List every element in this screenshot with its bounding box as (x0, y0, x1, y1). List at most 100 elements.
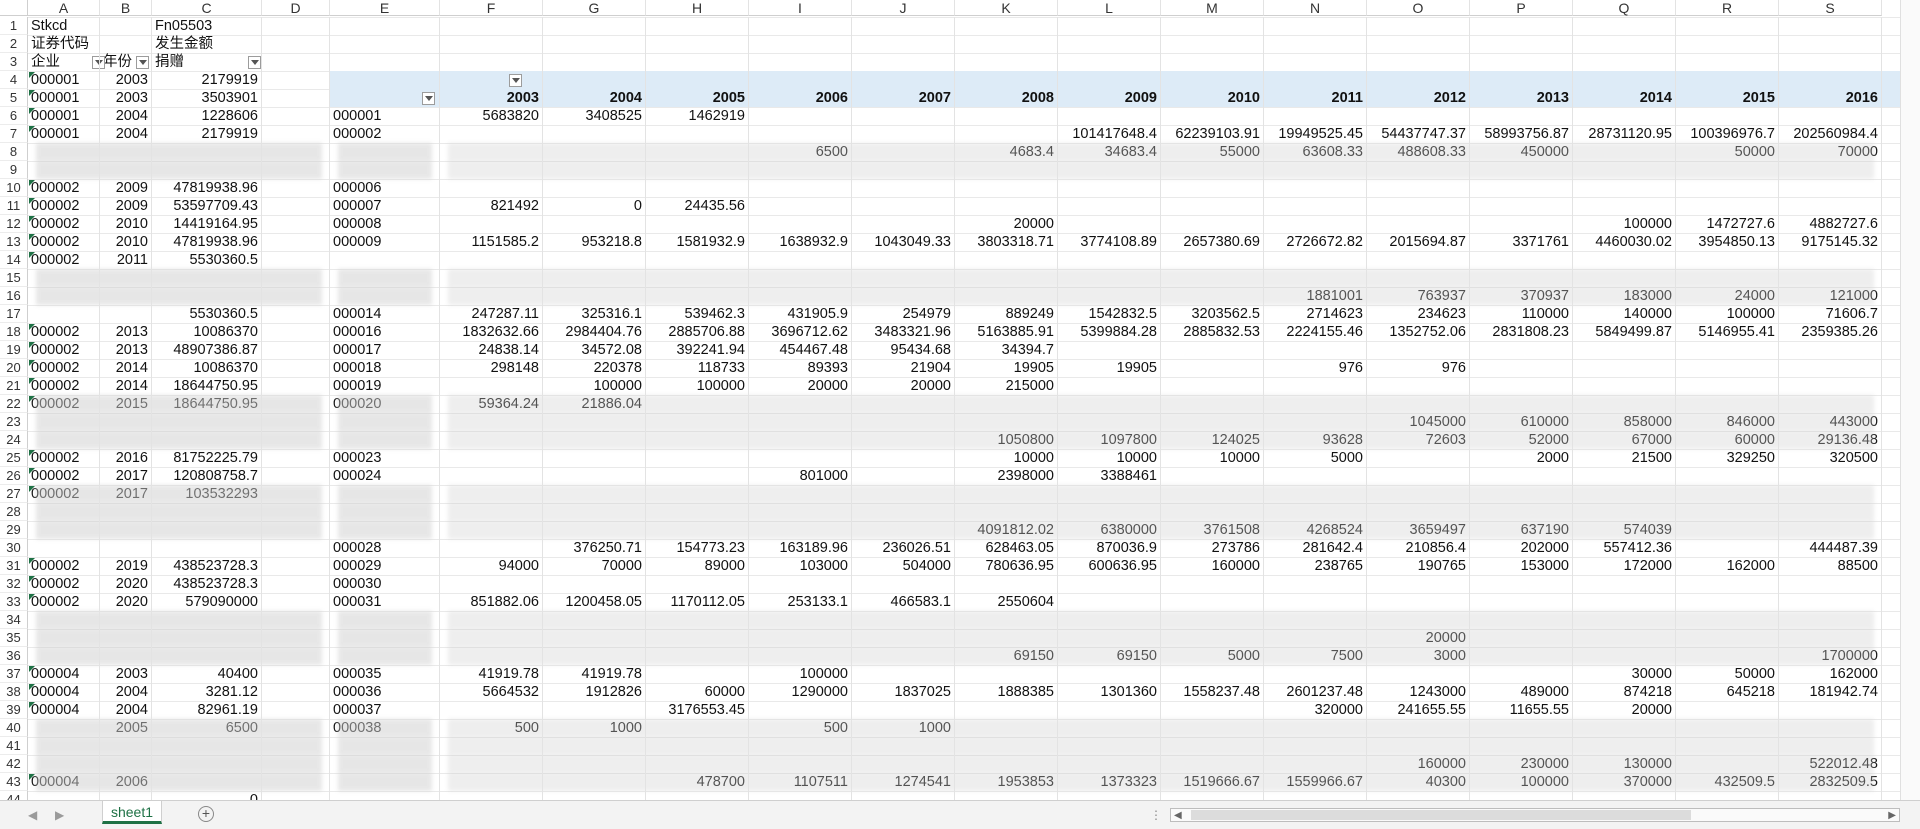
row-header-37[interactable]: 37 (0, 665, 28, 683)
pivot-value-cell[interactable]: 1045000 (1409, 414, 1466, 430)
source-cell-enterprise[interactable]: 000002 (31, 198, 80, 214)
pivot-year-header[interactable]: 2006 (815, 90, 848, 106)
source-cell-enterprise[interactable]: 000001 (31, 108, 80, 124)
row-header-6[interactable]: 6 (0, 107, 28, 125)
pivot-value-cell[interactable]: 2550604 (997, 594, 1054, 610)
pivot-value-cell[interactable]: 1050800 (997, 432, 1054, 448)
pivot-value-cell[interactable]: 3203562.5 (1191, 306, 1260, 322)
source-cell-year[interactable]: 2004 (115, 684, 148, 700)
tab-split-handle-icon[interactable]: ⋮ (1150, 808, 1162, 822)
pivot-value-cell[interactable]: 101417648.4 (1072, 126, 1157, 142)
pivot-value-cell[interactable]: 172000 (1623, 558, 1672, 574)
pivot-value-cell[interactable]: 70000 (1837, 144, 1878, 160)
pivot-value-cell[interactable]: 162000 (1726, 558, 1775, 574)
pivot-row-field-label[interactable] (333, 89, 436, 107)
pivot-value-cell[interactable]: 63608.33 (1302, 144, 1363, 160)
pivot-value-cell[interactable]: 4683.4 (1009, 144, 1054, 160)
pivot-value-cell[interactable]: 3803318.71 (977, 234, 1054, 250)
pivot-value-cell[interactable]: 9175145.32 (1801, 234, 1878, 250)
pivot-value-cell[interactable]: 20000 (910, 378, 951, 394)
pivot-value-cell[interactable]: 5163885.91 (977, 324, 1054, 340)
row-header-15[interactable]: 15 (0, 269, 28, 287)
row-header-39[interactable]: 39 (0, 701, 28, 719)
pivot-value-cell[interactable]: 95434.68 (890, 342, 951, 358)
pivot-value-cell[interactable]: 67000 (1631, 432, 1672, 448)
pivot-value-cell[interactable]: 1352752.06 (1389, 324, 1466, 340)
pivot-value-cell[interactable]: 110000 (1521, 306, 1569, 322)
pivot-value-cell[interactable]: 1638932.9 (779, 234, 848, 250)
pivot-value-cell[interactable]: 94000 (498, 558, 539, 574)
pivot-value-cell[interactable]: 28731120.95 (1588, 126, 1672, 142)
column-header-s[interactable]: S (1779, 0, 1882, 16)
pivot-value-cell[interactable]: 100000 (799, 666, 848, 682)
pivot-value-cell[interactable]: 1558237.48 (1183, 684, 1260, 700)
source-cell-amount[interactable]: 438523728.3 (173, 576, 258, 592)
source-header-cell[interactable]: Fn05503 (155, 18, 213, 34)
pivot-value-cell[interactable]: 5000 (1330, 450, 1363, 466)
source-cell-year[interactable]: 2004 (115, 126, 148, 142)
pivot-value-cell[interactable]: 504000 (902, 558, 951, 574)
pivot-value-cell[interactable]: 1837025 (894, 684, 951, 700)
pivot-value-cell[interactable]: 10000 (1219, 450, 1260, 466)
pivot-value-cell[interactable]: 1542832.5 (1088, 306, 1157, 322)
pivot-value-cell[interactable]: 153000 (1520, 558, 1569, 574)
column-header-b[interactable]: B (100, 0, 152, 16)
source-cell-enterprise[interactable]: 000002 (31, 252, 80, 268)
row-header-22[interactable]: 22 (0, 395, 28, 413)
pivot-value-cell[interactable]: 4268524 (1306, 522, 1363, 538)
pivot-value-cell[interactable]: 431905.9 (787, 306, 848, 322)
sheet-tab-sheet1[interactable]: sheet1 (102, 801, 162, 824)
pivot-value-cell[interactable]: 202000 (1520, 540, 1569, 556)
source-cell-year[interactable]: 2009 (115, 180, 148, 196)
pivot-value-cell[interactable]: 210856.4 (1405, 540, 1466, 556)
pivot-value-cell[interactable]: 124025 (1211, 432, 1260, 448)
scroll-left-icon[interactable]: ◀ (1174, 810, 1182, 821)
row-header-38[interactable]: 38 (0, 683, 28, 701)
source-cell-enterprise[interactable]: 000002 (31, 342, 80, 358)
pivot-value-cell[interactable]: 450000 (1520, 144, 1569, 160)
pivot-column-filter-icon[interactable] (509, 74, 522, 87)
filter-dropdown-icon[interactable] (136, 56, 149, 69)
source-cell-amount[interactable]: 5530360.5 (189, 252, 258, 268)
source-cell-year[interactable]: 2020 (115, 576, 148, 592)
source-cell-year[interactable]: 2011 (116, 252, 148, 268)
row-header-42[interactable]: 42 (0, 755, 28, 773)
source-cell-amount[interactable]: 3503901 (201, 90, 258, 106)
column-header-i[interactable]: I (749, 0, 852, 16)
pivot-value-cell[interactable]: 628463.05 (985, 540, 1054, 556)
pivot-value-cell[interactable]: 30000 (1631, 666, 1672, 682)
pivot-year-header[interactable]: 2012 (1433, 90, 1466, 106)
pivot-value-cell[interactable]: 7500 (1330, 648, 1363, 664)
pivot-value-cell[interactable]: 100000 (696, 378, 745, 394)
pivot-value-cell[interactable]: 1107511 (793, 774, 848, 790)
row-header-18[interactable]: 18 (0, 323, 28, 341)
source-cell-amount[interactable]: 47819938.96 (173, 234, 258, 250)
column-header-f[interactable]: F (440, 0, 543, 16)
pivot-value-cell[interactable]: 801000 (799, 468, 848, 484)
pivot-value-cell[interactable]: 1581932.9 (676, 234, 745, 250)
pivot-row-label[interactable]: 000017 (333, 342, 382, 358)
pivot-value-cell[interactable]: 100000 (1520, 774, 1569, 790)
pivot-value-cell[interactable]: 69150 (1013, 648, 1054, 664)
pivot-value-cell[interactable]: 234623 (1417, 306, 1466, 322)
pivot-value-cell[interactable]: 2398000 (997, 468, 1054, 484)
row-header-14[interactable]: 14 (0, 251, 28, 269)
pivot-value-cell[interactable]: 953218.8 (581, 234, 642, 250)
pivot-value-cell[interactable]: 3388461 (1100, 468, 1157, 484)
add-sheet-icon[interactable]: + (198, 806, 214, 822)
pivot-value-cell[interactable]: 24000 (1734, 288, 1775, 304)
row-header-23[interactable]: 23 (0, 413, 28, 431)
pivot-value-cell[interactable]: 1832632.66 (462, 324, 539, 340)
row-header-8[interactable]: 8 (0, 143, 28, 161)
row-header-9[interactable]: 9 (0, 161, 28, 179)
source-cell-year[interactable]: 2013 (115, 324, 148, 340)
pivot-value-cell[interactable]: 54437747.37 (1381, 126, 1466, 142)
column-header-q[interactable]: Q (1573, 0, 1676, 16)
pivot-value-cell[interactable]: 236026.51 (882, 540, 951, 556)
pivot-row-label[interactable]: 000009 (333, 234, 382, 250)
pivot-value-cell[interactable]: 281642.4 (1302, 540, 1363, 556)
pivot-value-cell[interactable]: 103000 (799, 558, 848, 574)
source-cell-year[interactable]: 2019 (115, 558, 148, 574)
pivot-value-cell[interactable]: 21904 (910, 360, 951, 376)
pivot-column-field-label[interactable] (420, 71, 516, 89)
